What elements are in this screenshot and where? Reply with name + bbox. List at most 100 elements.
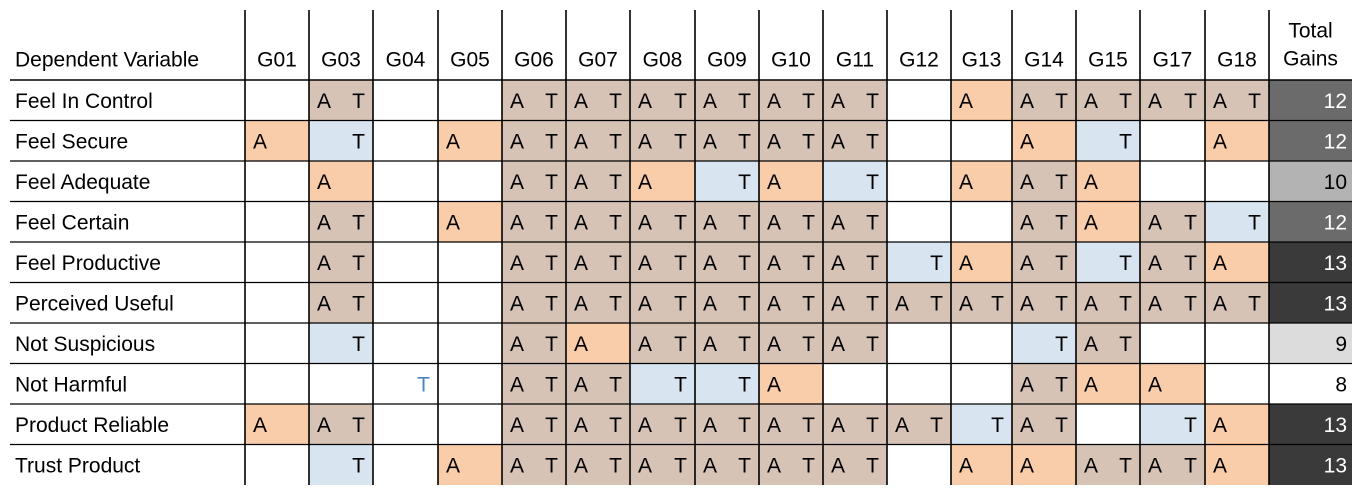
cell-not-suspicious-g15-t-mark: T: [1119, 333, 1132, 356]
cell-perceived-useful-g08-a-mark: A: [638, 292, 652, 315]
cell-feel-secure-g06-t-mark: T: [545, 130, 558, 153]
cell-trust-product-g13-a-mark: A: [959, 454, 973, 477]
cell-feel-certain-g10-fill: [759, 201, 823, 242]
cell-feel-certain-g08-t-mark: T: [674, 211, 687, 234]
cell-not-suspicious-g06-t-mark: T: [545, 333, 558, 356]
cell-feel-productive-g12-fill: [887, 242, 951, 283]
column-header-g17: G17: [1153, 49, 1193, 72]
cell-feel-productive-g11-a-mark: A: [831, 252, 845, 275]
cell-feel-secure-g15-t-mark: T: [1119, 130, 1132, 153]
cell-product-reliable-g11-t-mark: T: [866, 414, 879, 437]
cell-not-suspicious-g08-a-mark: A: [638, 333, 652, 356]
cell-perceived-useful-g07-fill: [566, 282, 630, 323]
total-header-line1: Total: [1288, 20, 1332, 43]
cell-feel-productive-g11-fill: [823, 242, 887, 283]
cell-feel-productive-g08-t-mark: T: [674, 252, 687, 275]
row-header-label: Dependent Variable: [15, 49, 199, 72]
cell-product-reliable-g09-a-mark: A: [703, 414, 717, 437]
cell-not-harmful-g15-a-mark: A: [1084, 373, 1098, 396]
cell-feel-secure-g15-fill: [1076, 120, 1140, 161]
cell-not-suspicious-g09-fill: [695, 323, 759, 364]
cell-feel-secure-g11-fill: [823, 120, 887, 161]
cell-perceived-useful-g07-t-mark: T: [609, 292, 622, 315]
cell-feel-adequate-g11-t-mark: T: [866, 171, 879, 194]
cell-feel-secure-g01-a-mark: A: [253, 130, 267, 153]
cell-not-harmful-g17-a-mark: A: [1148, 373, 1162, 396]
cell-not-harmful-g06-a-mark: A: [510, 373, 524, 396]
cell-perceived-useful-g03-fill: [309, 282, 373, 323]
cell-feel-in-control-g10-a-mark: A: [767, 90, 781, 113]
cell-feel-productive-g08-a-mark: A: [638, 252, 652, 275]
cell-perceived-useful-g13-a-mark: A: [959, 292, 973, 315]
cell-product-reliable-g01-fill: [245, 404, 309, 445]
cell-feel-secure-g18-fill: [1205, 120, 1269, 161]
cell-product-reliable-g11-a-mark: A: [831, 414, 845, 437]
total-cell-not-suspicious-fill: [1269, 323, 1352, 364]
cell-feel-productive-g12-t-mark: T: [930, 252, 943, 275]
cell-perceived-useful-g09-fill: [695, 282, 759, 323]
cell-perceived-useful-g12-fill: [887, 282, 951, 323]
cell-perceived-useful-g17-fill: [1140, 282, 1205, 323]
row-label-feel-productive: Feel Productive: [15, 252, 161, 275]
cell-feel-in-control-g03-fill: [309, 80, 373, 121]
cell-feel-certain-g18-fill: [1205, 201, 1269, 242]
cell-trust-product-g06-fill: [502, 444, 566, 485]
cell-feel-productive-g11-t-mark: T: [866, 252, 879, 275]
cell-feel-certain-g14-a-mark: A: [1020, 211, 1034, 234]
cell-feel-in-control-g09-t-mark: T: [738, 90, 751, 113]
total-cell-trust-product-fill: [1269, 444, 1352, 485]
cell-feel-secure-g10-t-mark: T: [802, 130, 815, 153]
cell-feel-secure-g06-a-mark: A: [510, 130, 524, 153]
cell-feel-secure-g05-a-mark: A: [446, 130, 460, 153]
cell-feel-productive-g06-a-mark: A: [510, 252, 524, 275]
cell-not-harmful-g08-fill: [630, 363, 695, 404]
cell-feel-adequate-g06-t-mark: T: [545, 171, 558, 194]
cell-trust-product-g09-fill: [695, 444, 759, 485]
cell-feel-adequate-g06-fill: [502, 161, 566, 202]
cell-feel-adequate-g10-fill: [759, 161, 823, 202]
cell-product-reliable-g03-t-mark: T: [352, 414, 365, 437]
total-cell-feel-productive-fill: [1269, 242, 1352, 283]
cell-feel-certain-g10-t-mark: T: [802, 211, 815, 234]
cell-feel-productive-g13-a-mark: A: [959, 252, 973, 275]
column-header-g07: G07: [578, 49, 618, 72]
cell-feel-in-control-g03-t-mark: T: [352, 90, 365, 113]
cell-feel-in-control-g10-t-mark: T: [802, 90, 815, 113]
cell-feel-adequate-g11-fill: [823, 161, 887, 202]
cell-feel-secure-g14-a-mark: A: [1020, 130, 1034, 153]
cell-not-harmful-g09-fill: [695, 363, 759, 404]
cell-product-reliable-g18-fill: [1205, 404, 1269, 445]
total-value-feel-productive: 13: [1324, 252, 1347, 275]
cell-perceived-useful-g13-t-mark: T: [991, 292, 1004, 315]
cell-feel-in-control-g18-fill: [1205, 80, 1269, 121]
cell-feel-in-control-g06-fill: [502, 80, 566, 121]
cell-trust-product-g17-t-mark: T: [1184, 454, 1197, 477]
cell-not-suspicious-g09-a-mark: A: [703, 333, 717, 356]
cell-product-reliable-g12-fill: [887, 404, 951, 445]
cell-feel-productive-g03-t-mark: T: [352, 252, 365, 275]
cell-product-reliable-g06-fill: [502, 404, 566, 445]
cell-not-harmful-g04-t-mark-faded: T: [417, 373, 430, 396]
cell-feel-secure-g07-t-mark: T: [609, 130, 622, 153]
cell-trust-product-g05-fill: [438, 444, 502, 485]
cell-feel-productive-g03-a-mark: A: [317, 252, 331, 275]
cell-trust-product-g18-a-mark: A: [1213, 454, 1227, 477]
cell-product-reliable-g07-t-mark: T: [609, 414, 622, 437]
cell-feel-productive-g09-fill: [695, 242, 759, 283]
cell-feel-productive-g03-fill: [309, 242, 373, 283]
column-header-g15: G15: [1088, 49, 1128, 72]
cell-feel-adequate-g13-a-mark: A: [959, 171, 973, 194]
cell-not-suspicious-g10-fill: [759, 323, 823, 364]
cell-feel-certain-g09-t-mark: T: [738, 211, 751, 234]
cell-feel-in-control-g09-fill: [695, 80, 759, 121]
cell-trust-product-g05-a-mark: A: [446, 454, 460, 477]
cell-feel-productive-g17-a-mark: A: [1148, 252, 1162, 275]
cell-product-reliable-g08-fill: [630, 404, 695, 445]
cell-product-reliable-g03-a-mark: A: [317, 414, 331, 437]
cell-feel-secure-g03-fill: [309, 120, 373, 161]
cell-feel-secure-g09-a-mark: A: [703, 130, 717, 153]
cell-feel-secure-g01-fill: [245, 120, 309, 161]
cell-not-suspicious-g11-a-mark: A: [831, 333, 845, 356]
cell-feel-in-control-g13-a-mark: A: [959, 90, 973, 113]
cell-not-suspicious-g11-fill: [823, 323, 887, 364]
